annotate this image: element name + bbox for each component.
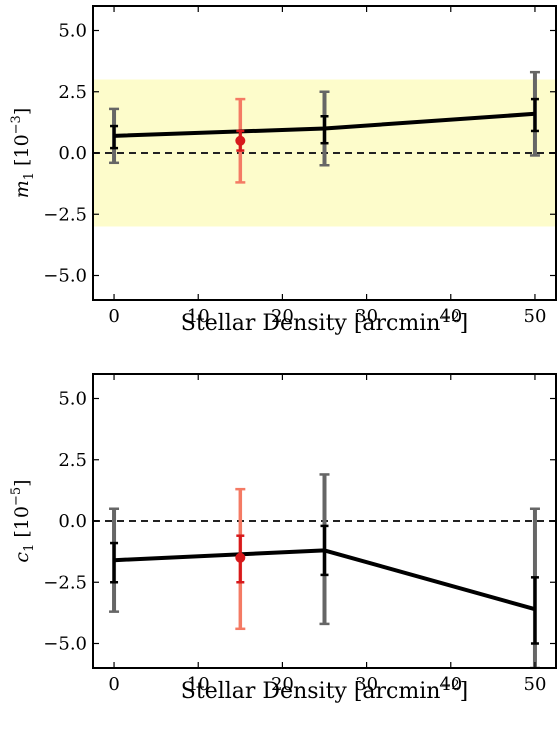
y-tick-label: −2.5 [43,204,87,225]
x-tick-label: 10 [187,674,210,695]
y-axis-label-symbol: c [11,552,33,563]
y-axis-label: c1 [10−5] [9,479,37,562]
y-axis-label-symbol: m [11,180,33,198]
y-axis-label-unit: [10 [11,506,33,538]
x-tick-label: 50 [524,674,547,695]
y-tick-label: 2.5 [58,450,87,471]
x-axis-label-close: ] [460,311,469,336]
y-tick-label: −2.5 [43,572,87,593]
y-axis-label-subscript: 1 [22,544,37,552]
inner-errorbar-25 [320,524,329,577]
x-axis-label: Stellar Density [arcmin−2] [181,310,468,336]
x-tick-label: 40 [439,306,462,327]
x-tick-label: 0 [108,674,119,695]
x-tick-label: 0 [108,306,119,327]
x-tick-label: 20 [271,306,294,327]
y-axis-label: m1 [10−3] [9,108,37,199]
inner-errorbar-25 [320,115,329,145]
inner-errorbar-50 [530,97,539,133]
y-tick-label: 2.5 [58,82,87,103]
x-tick-label: 30 [355,306,378,327]
x-tick-label: 10 [187,306,210,327]
top-panel: 0 10 20 30 40 50 −5.0 −2.5 0.0 2.5 5.0 Stellar Dens… [9,5,557,336]
y-axis-label-exponent: −3 [9,115,24,134]
x-axis-label-exponent: −2 [440,310,459,325]
x-axis-label-close: ] [460,679,469,704]
inner-errorbar-0 [110,124,119,150]
y-axis-label-unit: [10 [11,134,33,166]
plot-area [93,473,556,668]
y-axis-label-close: ] [11,479,33,486]
y-axis-label-exponent: −5 [9,487,24,506]
y-axis-label-subscript: 1 [22,172,37,180]
y-tick-label: 0.0 [58,143,87,164]
plot-area [93,70,556,227]
x-tick-label: 40 [439,674,462,695]
x-tick-label: 20 [271,674,294,695]
x-axis-label-base: Stellar Density [arcmin [181,679,441,704]
y-tick-label: 0.0 [58,511,87,532]
inner-errorbar-50 [530,576,539,645]
x-axis-label-base: Stellar Density [arcmin [181,311,441,336]
x-tick-label: 50 [524,306,547,327]
y-tick-label: 5.0 [58,21,87,42]
y-tick-label: 5.0 [58,389,87,410]
x-tick-label: 30 [355,674,378,695]
y-axis-label-close: ] [11,108,33,115]
x-axis-label-exponent: −2 [440,678,459,693]
y-tick-label: −5.0 [43,634,87,655]
bottom-panel: 0 10 20 30 40 50 −5.0 −2.5 0.0 2.5 5.0 Stellar Dens… [9,373,557,704]
highlight-point [235,552,246,563]
y-tick-label: −5.0 [43,266,87,287]
highlight-point [235,135,246,146]
inner-errorbar-0 [110,541,119,584]
x-axis-label: Stellar Density [arcmin−2] [181,678,468,704]
